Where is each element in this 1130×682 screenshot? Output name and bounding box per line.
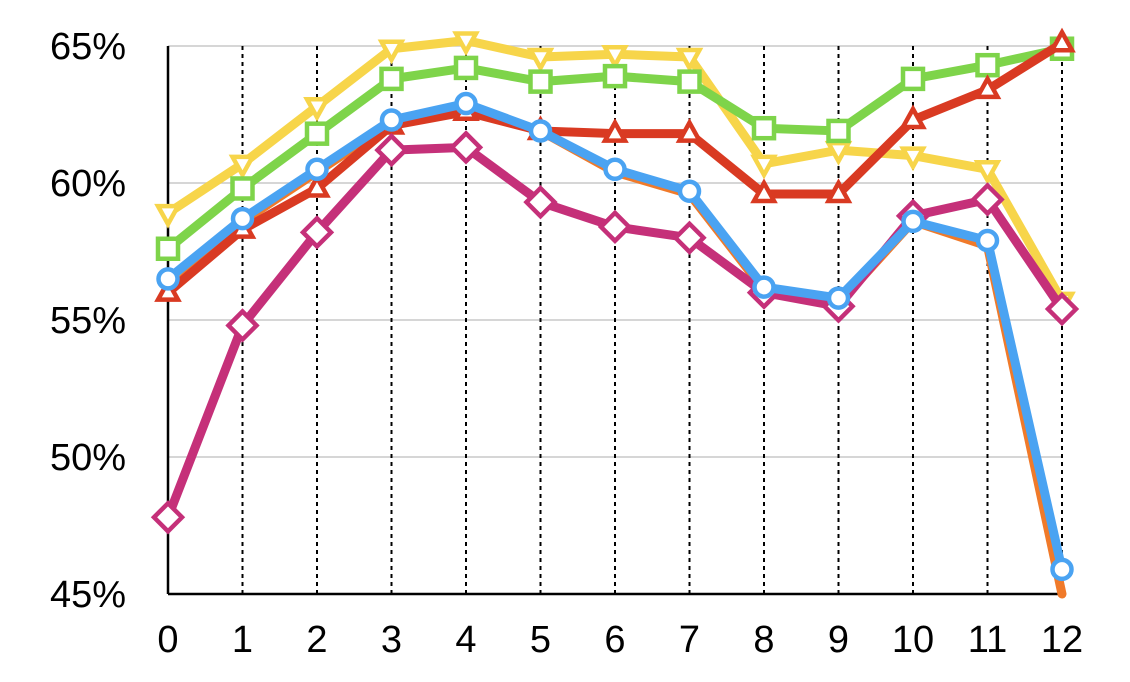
triangle-up-marker — [1048, 27, 1076, 53]
diamond-marker — [374, 132, 409, 168]
y-tick-labels: 45% 50% 55% 60% 65% — [50, 26, 126, 616]
x-tick-label: 3 — [381, 619, 402, 661]
diamond-marker — [523, 184, 558, 220]
x-tick-label: 0 — [157, 619, 178, 661]
x-tick-label: 2 — [306, 619, 327, 661]
square-marker — [528, 69, 553, 94]
square-marker — [379, 66, 404, 92]
diamond-marker — [225, 308, 260, 343]
y-tick-label: 50% — [50, 437, 126, 479]
triangle-up-marker — [750, 178, 778, 204]
series-layer — [150, 27, 1080, 599]
y-tick-label: 45% — [50, 574, 126, 616]
circle-marker — [677, 179, 702, 203]
y-tick-label: 65% — [50, 26, 126, 68]
square-marker — [900, 66, 926, 92]
triangle-down-marker — [526, 47, 555, 73]
triangle-down-marker — [154, 203, 182, 229]
x-tick-label: 6 — [604, 619, 625, 661]
x-tick-label: 7 — [679, 619, 700, 661]
circle-marker — [230, 206, 255, 231]
diamond-marker — [970, 182, 1005, 217]
diamond-marker — [448, 130, 484, 165]
triangle-down-marker — [377, 39, 406, 65]
triangle-down-marker — [601, 44, 629, 70]
square-marker — [155, 236, 181, 262]
diamond-marker — [150, 500, 186, 535]
x-tick-label: 5 — [530, 619, 551, 661]
circle-marker — [901, 209, 925, 234]
triangle-up-marker — [675, 118, 704, 143]
triangle-up-marker — [899, 104, 927, 130]
circle-marker — [1050, 557, 1074, 582]
square-marker — [230, 176, 255, 201]
square-marker — [453, 55, 479, 81]
x-tick-label: 12 — [1041, 619, 1083, 661]
circle-marker — [454, 91, 478, 116]
x-tick-label: 8 — [753, 619, 774, 661]
circle-marker — [975, 228, 1000, 253]
square-marker — [975, 52, 1000, 78]
x-tick-label: 1 — [232, 619, 253, 661]
triangle-up-marker — [824, 178, 853, 204]
square-marker — [826, 118, 851, 144]
y-tick-label: 60% — [50, 163, 126, 205]
triangle-down-marker — [303, 97, 331, 122]
square-marker — [751, 115, 777, 141]
triangle-down-marker — [973, 160, 1002, 185]
circle-marker — [752, 275, 776, 299]
triangle-down-marker — [899, 146, 927, 172]
diamond-marker — [299, 215, 335, 250]
x-tick-label: 4 — [455, 619, 476, 661]
circle-marker — [305, 157, 329, 182]
circle-marker — [528, 119, 553, 143]
triangle-down-marker — [824, 140, 853, 166]
x-tick-label: 11 — [968, 619, 1007, 661]
square-marker — [304, 121, 330, 146]
circle-marker — [379, 108, 404, 132]
diamond-marker — [1044, 291, 1080, 327]
circle-marker — [826, 286, 851, 310]
series-line — [163, 142, 1067, 522]
circle-marker — [603, 157, 627, 182]
triangle-down-marker — [452, 31, 480, 57]
triangle-up-marker — [973, 74, 1002, 100]
square-marker — [602, 63, 628, 89]
diamond-marker — [597, 209, 633, 245]
x-tick-label: 10 — [892, 619, 934, 661]
triangle-down-marker — [750, 154, 778, 180]
triangle-up-marker — [601, 118, 629, 143]
diamond-marker — [672, 220, 707, 255]
triangle-down-marker — [675, 47, 704, 73]
circle-marker — [156, 267, 180, 291]
series-5 — [156, 91, 1074, 582]
y-tick-label: 55% — [50, 300, 126, 342]
x-tick-labels: 0 1 2 3 4 5 6 7 8 9 10 11 12 — [157, 619, 1083, 661]
square-marker — [677, 69, 702, 94]
triangle-down-marker — [228, 154, 257, 180]
x-tick-label: 9 — [828, 619, 849, 661]
triangle-up-marker — [303, 172, 331, 198]
